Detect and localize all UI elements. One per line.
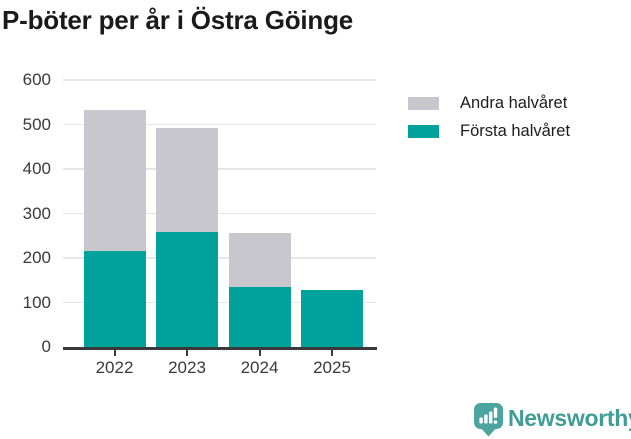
legend-label: Andra halvåret xyxy=(460,94,568,112)
newsworthy-brand-text: Newsworthy xyxy=(508,405,631,431)
bar-segment-2022 xyxy=(83,251,146,347)
chart-legend: Andra halvåret Första halvåret xyxy=(408,94,571,153)
y-axis-tick-label: 600 xyxy=(22,70,51,89)
bar-segment-2024 xyxy=(228,232,291,287)
x-axis-tick-label: 2022 xyxy=(95,358,134,377)
gridline-400 xyxy=(63,168,376,170)
x-axis-tick-mark xyxy=(331,349,333,356)
bar-segment-2022 xyxy=(83,110,146,252)
bar-segment-2023 xyxy=(156,128,218,233)
gridline-200 xyxy=(63,257,376,259)
bar-segment-2023 xyxy=(156,232,218,347)
gridline-500 xyxy=(63,123,376,126)
x-axis-tick-mark xyxy=(258,349,261,356)
y-axis-tick-label: 400 xyxy=(22,159,51,178)
bar-segment-2025 xyxy=(301,290,363,347)
legend-item: Första halvåret xyxy=(408,122,571,140)
legend-label: Första halvåret xyxy=(460,122,571,140)
x-axis-tick-mark xyxy=(186,349,188,356)
bar-segment-2024 xyxy=(228,286,291,347)
x-axis-line xyxy=(63,347,377,350)
y-axis-tick-label: 100 xyxy=(22,292,51,312)
x-axis-tick-label: 2024 xyxy=(240,358,279,377)
chart-title: P-böter per år i Östra Göinge xyxy=(2,5,354,35)
y-axis-tick-label: 300 xyxy=(22,203,51,223)
gridline-600 xyxy=(63,79,376,81)
x-axis-tick-mark xyxy=(113,349,116,356)
y-axis-tick-label: 200 xyxy=(22,248,51,267)
gridline-100 xyxy=(63,301,376,304)
x-axis-tick-label: 2025 xyxy=(313,358,351,377)
legend-swatch xyxy=(408,125,439,138)
y-axis-tick-label: 0 xyxy=(41,337,51,356)
y-axis-tick-label: 500 xyxy=(22,114,51,134)
legend-item: Andra halvåret xyxy=(408,94,570,112)
gridline-300 xyxy=(63,212,376,215)
bar-chart-speech-bubble-icon xyxy=(474,403,503,437)
newsworthy-logo[interactable]: Newsworthy xyxy=(474,403,631,438)
x-axis-tick-label: 2023 xyxy=(168,358,206,377)
legend-swatch xyxy=(408,97,439,110)
